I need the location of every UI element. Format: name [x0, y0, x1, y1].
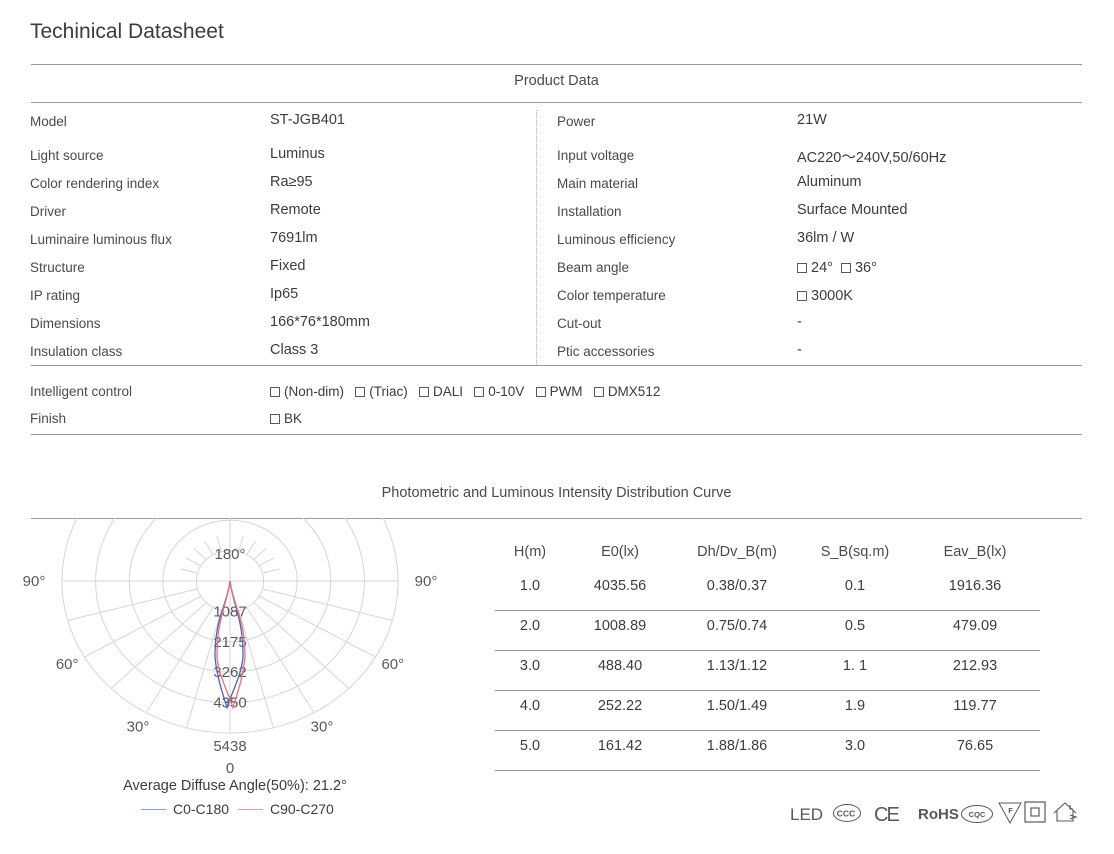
svg-text:90°: 90° [415, 573, 438, 590]
svg-text:90°: 90° [23, 573, 46, 590]
svg-text:CQC: CQC [969, 810, 986, 819]
svg-text:5438: 5438 [213, 738, 246, 755]
svg-text:30°: 30° [311, 719, 334, 736]
svg-text:F: F [1008, 806, 1013, 815]
svg-text:0: 0 [226, 760, 234, 777]
svg-text:180°: 180° [214, 546, 245, 563]
svg-text:30°: 30° [127, 719, 150, 736]
svg-text:CCC: CCC [837, 809, 855, 819]
